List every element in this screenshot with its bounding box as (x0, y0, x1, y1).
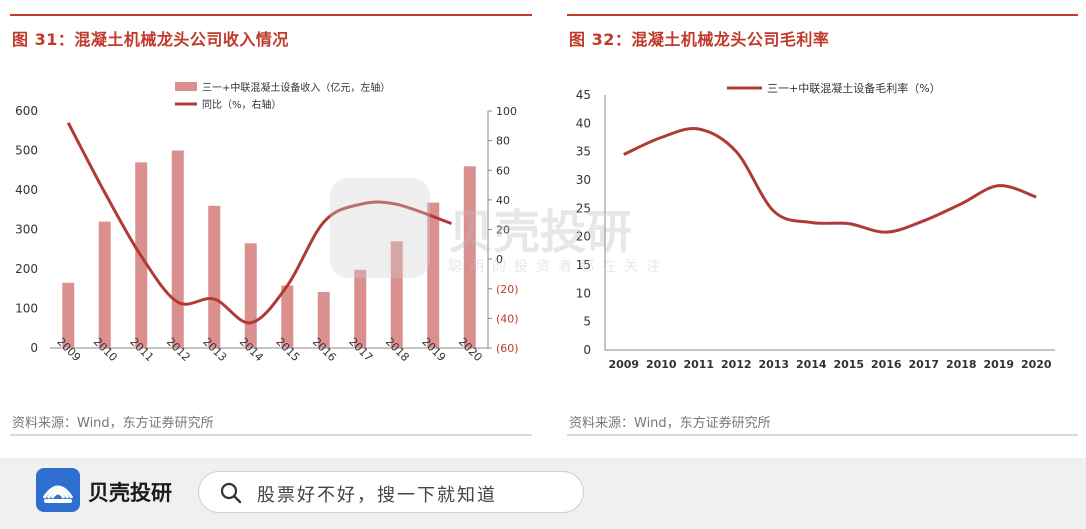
margin-chart: 0 5 10 15 20 25 30 35 40 45 2009 2010 2011 2012 2013 20… (576, 81, 1055, 371)
x-tick-label: 2011 (127, 335, 156, 364)
y-tick-label: 40 (576, 116, 591, 130)
y-tick-label: 30 (576, 173, 591, 187)
revenue-bar (390, 241, 403, 348)
revenue-bar (463, 166, 476, 348)
legend-bar-label: 三一+中联混凝土设备收入（亿元，左轴） (202, 81, 390, 94)
revenue-bar (244, 243, 257, 348)
right-top-rule (567, 14, 1078, 16)
yoy-line (66, 122, 452, 325)
y-tick-label: 0 (583, 343, 591, 357)
revenue-chart: 0 100 200 300 400 500 600 (60) (40) (20) 0 20 40 60 80… (15, 81, 519, 364)
revenue-bar (427, 202, 440, 348)
x-tick-label: 2020 (456, 335, 485, 364)
x-tick-label: 2019 (419, 335, 448, 364)
revenue-bar (208, 205, 221, 348)
right-y-tick-label: (40) (496, 312, 519, 325)
right-y-tick-label: 60 (496, 164, 510, 177)
revenue-bar (62, 282, 75, 348)
x-tick-label: 2013 (758, 358, 789, 371)
x-tick-label: 2009 (608, 358, 639, 371)
left-y-tick-label: 100 (15, 302, 38, 316)
x-tick-label: 2017 (908, 358, 939, 371)
right-y-tick-label: 0 (496, 253, 503, 266)
legend-line-label: 同比（%，右轴） (202, 98, 282, 111)
left-y-tick-label: 200 (15, 262, 38, 276)
right-source: 资料来源：Wind，东方证券研究所 (569, 416, 771, 431)
revenue-bar (171, 150, 184, 348)
footer-bar: 贝壳投研 股票好不好，搜一下就知道 (0, 458, 1086, 529)
x-tick-label: 2016 (310, 335, 339, 364)
y-tick-label: 25 (576, 201, 591, 215)
right-y-tick-label: 40 (496, 194, 510, 207)
left-y-tick-label: 300 (15, 223, 38, 237)
x-tick-label: 2012 (721, 358, 752, 371)
search-icon[interactable] (219, 481, 243, 509)
x-tick-label: 2018 (383, 335, 412, 364)
legend-bar-swatch (175, 82, 197, 91)
left-chart-panel: 图 31：混凝土机械龙头公司收入情况 0 100 200 300 400 500 600 (6… (0, 0, 540, 440)
y-tick-label: 35 (576, 145, 591, 159)
revenue-bar (281, 285, 294, 348)
left-bottom-rule (10, 434, 532, 436)
x-tick-label: 2016 (871, 358, 902, 371)
x-tick-label: 2020 (1021, 358, 1052, 371)
revenue-bar (98, 221, 111, 348)
left-source: 资料来源：Wind，东方证券研究所 (12, 416, 214, 431)
x-tick-label: 2012 (164, 335, 193, 364)
right-bottom-rule (567, 434, 1078, 436)
y-tick-label: 20 (576, 230, 591, 244)
y-tick-label: 5 (583, 315, 591, 329)
x-tick-label: 2015 (833, 358, 864, 371)
right-chart-title: 图 32：混凝土机械龙头公司毛利率 (569, 30, 830, 49)
x-tick-label: 2019 (983, 358, 1014, 371)
x-tick-label: 2010 (646, 358, 677, 371)
brand-name[interactable]: 贝壳投研 (88, 481, 172, 505)
x-tick-label: 2014 (796, 358, 827, 371)
revenue-bar (354, 269, 367, 348)
revenue-bar (317, 291, 330, 348)
brand-logo-icon[interactable] (36, 468, 80, 512)
x-tick-label: 2013 (200, 335, 229, 364)
x-tick-label: 2015 (273, 335, 302, 364)
legend-line-label: 三一+中联混凝土设备毛利率（%） (767, 81, 941, 95)
left-y-tick-label: 500 (15, 144, 38, 158)
margin-line (623, 127, 1037, 234)
right-y-tick-label: 100 (496, 105, 517, 118)
right-chart-panel: 图 32：混凝土机械龙头公司毛利率 0 5 10 15 20 25 30 35 40 45 2009… (557, 0, 1086, 440)
x-tick-label: 2011 (683, 358, 714, 371)
y-tick-label: 10 (576, 286, 591, 300)
right-y-tick-label: 20 (496, 224, 510, 237)
x-tick-label: 2009 (54, 335, 83, 364)
right-y-tick-label: 80 (496, 135, 510, 148)
left-chart-title: 图 31：混凝土机械龙头公司收入情况 (12, 30, 289, 49)
right-y-tick-label: (60) (496, 342, 519, 355)
left-y-tick-label: 400 (15, 183, 38, 197)
left-top-rule (10, 14, 532, 16)
x-tick-label: 2018 (946, 358, 977, 371)
right-y-tick-label: (20) (496, 283, 519, 296)
left-y-tick-label: 0 (30, 341, 38, 355)
x-tick-label: 2014 (237, 335, 266, 364)
left-y-tick-label: 600 (15, 104, 38, 118)
y-tick-label: 45 (576, 88, 591, 102)
y-tick-label: 15 (576, 258, 591, 272)
search-placeholder[interactable]: 股票好不好，搜一下就知道 (257, 485, 497, 506)
x-tick-label: 2017 (346, 335, 375, 364)
search-box[interactable]: 股票好不好，搜一下就知道 (198, 471, 584, 513)
x-tick-label: 2010 (91, 335, 120, 364)
